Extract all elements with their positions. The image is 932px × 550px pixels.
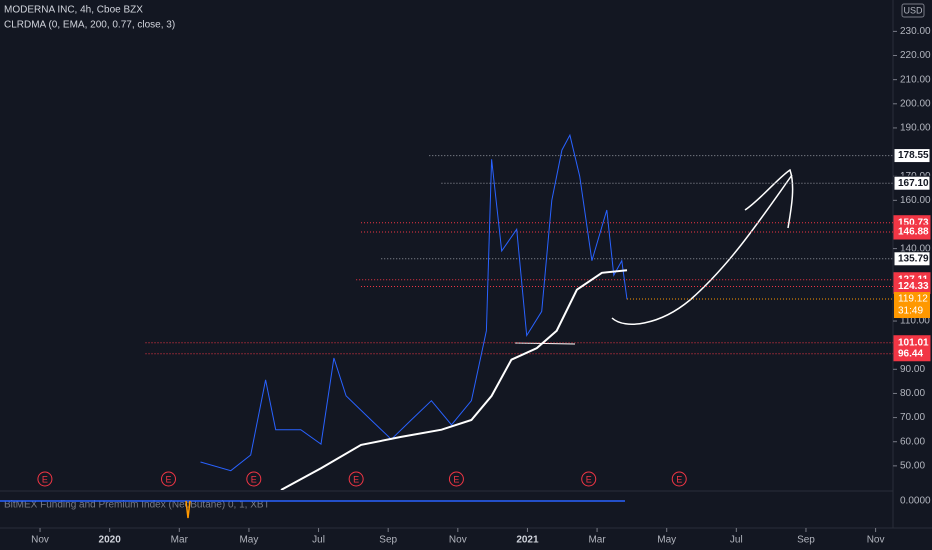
x-tick-label: 2021 — [516, 535, 539, 546]
y-tick-label: 230.00 — [900, 26, 931, 37]
level-tag-label: 146.88 — [898, 227, 929, 238]
y-tick-label: 50.00 — [900, 461, 925, 472]
x-tick-label: Nov — [867, 535, 885, 546]
y-tick-label: 60.00 — [900, 436, 925, 447]
currency-button[interactable] — [901, 3, 925, 18]
level-tag — [893, 346, 931, 362]
last-price-label: 119.12 — [898, 294, 928, 305]
countdown-label: 31:49 — [898, 306, 923, 317]
y-tick-label: 90.00 — [900, 364, 925, 375]
earnings-marker — [581, 471, 597, 487]
level-tag-label: 150.73 — [898, 217, 929, 228]
hand-drawn-arrow — [611, 168, 794, 325]
level-tag — [893, 148, 931, 164]
y-tick-label: 160.00 — [900, 195, 931, 206]
level-tag — [893, 175, 931, 191]
earnings-marker — [448, 471, 464, 487]
y-tick-label: 80.00 — [900, 388, 925, 399]
price-line — [200, 133, 628, 472]
support-drawing — [514, 342, 576, 345]
x-tick-label: May — [657, 535, 676, 546]
y-tick-label: 200.00 — [900, 98, 931, 109]
x-tick-label: Mar — [588, 535, 606, 546]
y-tick-label: 210.00 — [900, 74, 931, 85]
level-tag-label: 101.01 — [898, 337, 929, 348]
x-tick-label: Sep — [379, 535, 397, 546]
earnings-marker — [37, 471, 53, 487]
earnings-marker — [246, 471, 262, 487]
earnings-label: E — [586, 474, 592, 484]
x-tick-label: Jul — [312, 535, 325, 546]
lower-pane-title: BitMEX Funding and Premium Index (NeoBut… — [4, 500, 270, 511]
x-tick-label: 2020 — [99, 535, 122, 546]
earnings-label: E — [453, 474, 459, 484]
earnings-label: E — [42, 474, 48, 484]
level-tag-label: 178.55 — [898, 150, 929, 161]
x-tick-label: Nov — [31, 535, 49, 546]
y-tick-label: 110.00 — [900, 316, 930, 327]
x-tick-label: Sep — [797, 535, 815, 546]
ema-line — [280, 269, 628, 490]
earnings-label: E — [353, 474, 359, 484]
last-price-tag — [894, 292, 930, 319]
x-tick-label: Jul — [730, 535, 743, 546]
y-tick-label: 190.00 — [900, 123, 931, 134]
level-tag-label: 167.10 — [898, 178, 929, 189]
y-tick-label: 70.00 — [900, 412, 925, 423]
lower-tick-label: 0.0000 — [900, 496, 931, 507]
x-tick-label: Mar — [171, 535, 189, 546]
level-tag-label: 135.79 — [898, 253, 929, 264]
earnings-marker — [348, 471, 364, 487]
x-tick-label: May — [239, 535, 258, 546]
y-tick-label: 140.00 — [900, 243, 931, 254]
earnings-label: E — [251, 474, 257, 484]
level-tag — [893, 251, 931, 267]
earnings-marker — [161, 471, 177, 487]
level-tag-label: 124.33 — [898, 281, 929, 292]
earnings-marker — [671, 471, 687, 487]
funding-spike — [185, 500, 191, 519]
currency-label[interactable]: USD — [903, 5, 923, 15]
level-tag — [893, 224, 931, 240]
x-tick-label: Nov — [449, 535, 467, 546]
y-tick-label: 220.00 — [900, 50, 931, 61]
level-tag-label: 96.44 — [898, 348, 923, 359]
earnings-label: E — [165, 474, 171, 484]
earnings-label: E — [676, 474, 682, 484]
indicator-title: CLRDMA (0, EMA, 200, 0.77, close, 3) — [4, 20, 175, 31]
symbol-title: MODERNA INC, 4h, Cboe BZX — [4, 5, 143, 16]
